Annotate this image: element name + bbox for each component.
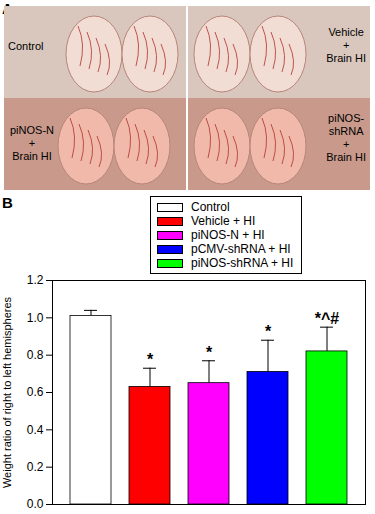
svg-text:0.6: 0.6 xyxy=(27,385,44,399)
html-text:Vehicle + HI: Vehicle + HI xyxy=(191,214,256,228)
svg-text:*: * xyxy=(206,344,213,361)
html-text:pCMV-shRNA + HI: pCMV-shRNA + HI xyxy=(191,242,291,256)
html-text:B: B xyxy=(2,194,13,211)
svg-text:0.0: 0.0 xyxy=(27,497,44,511)
html-text:Vehicle: Vehicle xyxy=(328,26,364,38)
html-text:piNOS-shRNA + HI: piNOS-shRNA + HI xyxy=(191,256,294,270)
svg-text:0.8: 0.8 xyxy=(27,348,44,362)
svg-text:1.2: 1.2 xyxy=(27,273,44,287)
svg-text:1.0: 1.0 xyxy=(27,311,44,325)
html-text:Control: Control xyxy=(191,200,230,214)
svg-text:0.2: 0.2 xyxy=(27,460,44,474)
html-text:piNOS-: piNOS- xyxy=(328,112,365,124)
svg-text:*^#: *^# xyxy=(315,310,340,327)
svg-text:*: * xyxy=(265,323,272,340)
html-text:piNOS-N: piNOS-N xyxy=(10,124,54,136)
html-text:Brain HI: Brain HI xyxy=(326,52,366,64)
html-text:Brain HI: Brain HI xyxy=(326,151,366,163)
html-text:shRNA: shRNA xyxy=(328,125,364,137)
html-text:Control: Control xyxy=(8,40,44,52)
svg-text:Weight ratio of right to left: Weight ratio of right to left hemisphere… xyxy=(1,296,13,488)
svg-text:0.4: 0.4 xyxy=(27,423,44,437)
html-text:piNOS-N + HI: piNOS-N + HI xyxy=(191,228,265,242)
svg-text:*: * xyxy=(147,351,154,368)
html-text:Brain HI: Brain HI xyxy=(12,150,52,162)
html-text:A: A xyxy=(2,0,13,17)
